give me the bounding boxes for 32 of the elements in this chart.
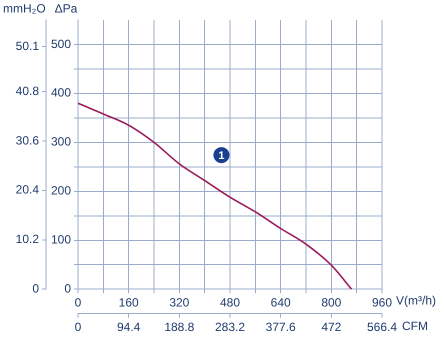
x2-tick-label: 472 [321,320,342,334]
annotation: 1 [218,150,225,162]
y-tick-label: 400 [50,86,72,100]
y-tick-label: 200 [50,184,72,198]
x2-axis-title: CFM [402,318,428,333]
y-tick-label: 0 [64,282,72,296]
y2-tick-label: 20.4 [16,182,40,197]
x-tick-label: 800 [321,296,342,310]
x-tick-label: 320 [169,296,190,310]
x-tick-label: 0 [74,296,82,310]
x-tick-label: 480 [220,296,240,310]
y-tick-label: 300 [50,134,72,149]
x2-tick-label: 377.6 [266,320,296,334]
y-tick-label: 500 [50,36,72,51]
x2-tick-label: 188.8 [164,320,195,334]
y2-tick-label: 0 [32,282,40,296]
x2-tick-label: 283.2 [214,320,246,334]
y2-axis-title: mmH₂O [3,1,46,16]
x-tick-label: 960 [372,296,392,310]
x2-tick-label: 566.4 [366,320,398,334]
y-axis-title: ΔPa [54,1,78,16]
y2-tick-label: 50.1 [16,38,40,53]
x-axis-title: V(m³/h) [396,294,436,308]
y2-tick-label: 10.2 [16,232,40,246]
line-series [78,102,352,290]
y-tick-label: 100 [50,232,72,247]
x2-tick-label: 94.4 [116,320,141,334]
x-tick-label: 160 [118,296,139,310]
y2-tick-label: 40.8 [16,84,40,98]
y2-tick-label: 30.6 [16,133,40,148]
x2-tick-label: 0 [74,320,82,334]
x-tick-label: 640 [270,296,291,310]
